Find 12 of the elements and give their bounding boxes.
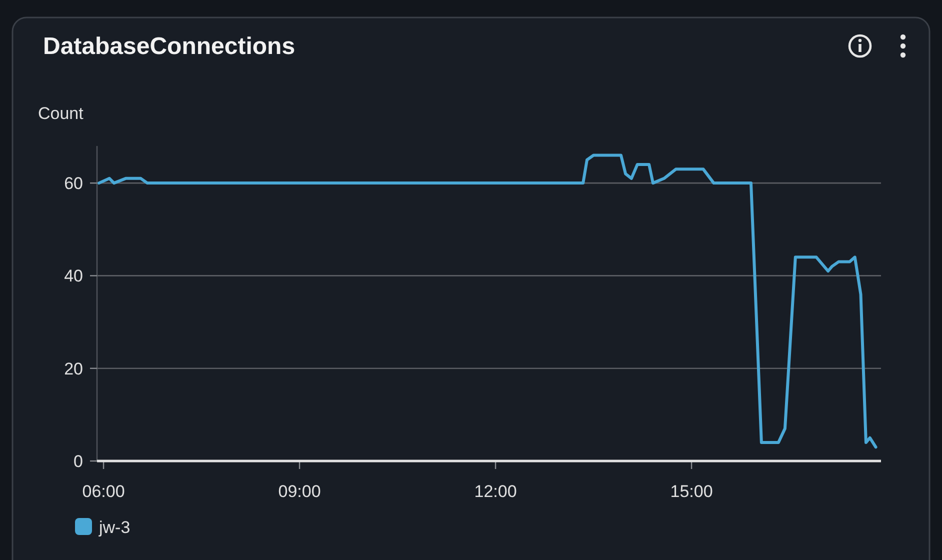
x-tick-label: 06:00 bbox=[82, 482, 125, 501]
y-tick-label: 20 bbox=[64, 359, 83, 378]
y-tick-label: 60 bbox=[64, 174, 83, 194]
y-tick-label: 40 bbox=[64, 266, 83, 286]
line-series bbox=[97, 154, 878, 449]
chart-title: DatabaseConnections bbox=[43, 33, 296, 60]
y-axis-title: Count bbox=[38, 104, 84, 123]
x-tick-label: 15:00 bbox=[670, 482, 713, 501]
y-tick-label: 0 bbox=[74, 452, 83, 471]
x-tick-label: 12:00 bbox=[474, 482, 517, 501]
x-tick-label: 09:00 bbox=[278, 482, 321, 501]
legend-label: jw-3 bbox=[98, 518, 130, 537]
